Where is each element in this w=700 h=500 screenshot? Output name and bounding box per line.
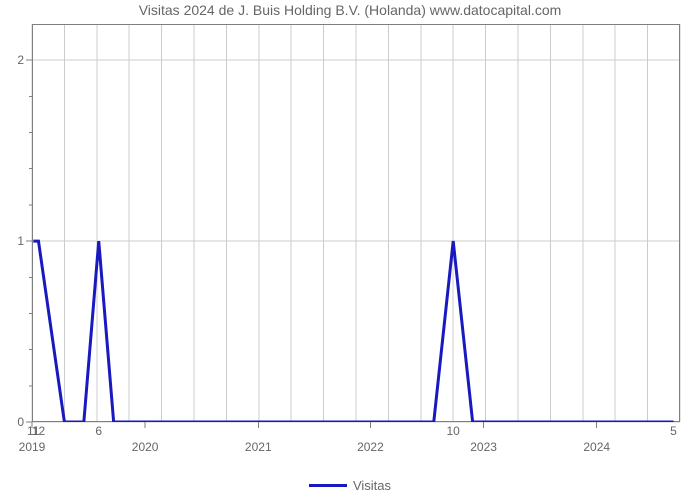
chart-container: Visitas 2024 de J. Buis Holding B.V. (Ho… xyxy=(0,0,700,500)
x-year-label: 2020 xyxy=(132,422,159,454)
y-tick-label: 2 xyxy=(17,53,32,67)
x-year-label: 2023 xyxy=(470,422,497,454)
plot-area: 01220192020202120222023202411126105 xyxy=(32,24,680,422)
x-value-label: 12 xyxy=(32,422,45,438)
data-line xyxy=(32,24,680,422)
x-value-label: 5 xyxy=(670,422,677,438)
x-value-label: 10 xyxy=(447,422,460,438)
legend-swatch xyxy=(309,484,347,487)
x-year-label: 2022 xyxy=(357,422,384,454)
y-tick-label: 1 xyxy=(17,234,32,248)
x-year-label: 2021 xyxy=(245,422,272,454)
legend: Visitas xyxy=(0,478,700,493)
x-value-label: 6 xyxy=(95,422,102,438)
chart-title: Visitas 2024 de J. Buis Holding B.V. (Ho… xyxy=(0,2,700,18)
x-year-label: 2024 xyxy=(583,422,610,454)
legend-label: Visitas xyxy=(353,478,391,493)
